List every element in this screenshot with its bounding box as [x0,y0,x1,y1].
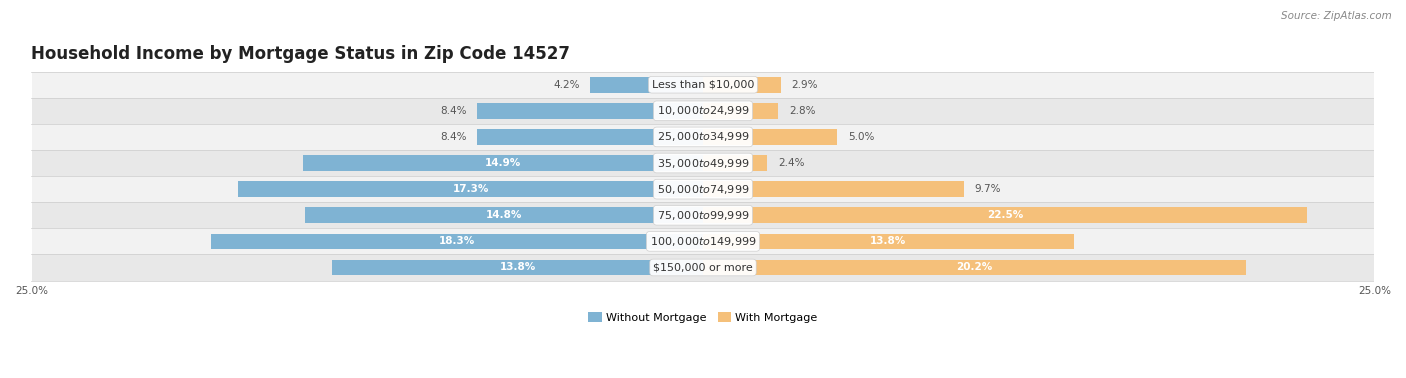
Bar [31,98,1375,124]
Bar [332,260,703,275]
Text: $25,000 to $34,999: $25,000 to $34,999 [657,130,749,143]
Text: 8.4%: 8.4% [440,132,467,142]
Bar [31,72,1375,98]
Text: 13.8%: 13.8% [499,262,536,273]
Bar [31,150,1375,176]
Text: Less than $10,000: Less than $10,000 [652,80,754,90]
Text: 2.4%: 2.4% [778,158,804,168]
Bar [703,181,963,197]
Text: 8.4%: 8.4% [440,106,467,116]
Text: 2.9%: 2.9% [792,80,818,90]
Text: $10,000 to $24,999: $10,000 to $24,999 [657,104,749,117]
Bar [703,77,780,93]
Text: $150,000 or more: $150,000 or more [654,262,752,273]
Bar [31,254,1375,280]
Bar [703,208,1308,223]
Text: 22.5%: 22.5% [987,210,1024,220]
Legend: Without Mortgage, With Mortgage: Without Mortgage, With Mortgage [588,312,818,323]
Bar [31,176,1375,202]
Text: Source: ZipAtlas.com: Source: ZipAtlas.com [1281,11,1392,21]
Text: 2.8%: 2.8% [789,106,815,116]
Text: 20.2%: 20.2% [956,262,993,273]
Bar [302,155,703,171]
Text: 18.3%: 18.3% [439,236,475,246]
Bar [478,129,703,145]
Bar [703,234,1074,249]
Text: 4.2%: 4.2% [553,80,579,90]
Bar [703,155,768,171]
Text: $100,000 to $149,999: $100,000 to $149,999 [650,235,756,248]
Text: 13.8%: 13.8% [870,236,907,246]
Bar [211,234,703,249]
Bar [31,228,1375,254]
Bar [305,208,703,223]
Bar [31,202,1375,228]
Text: 17.3%: 17.3% [453,184,489,194]
Text: 5.0%: 5.0% [848,132,875,142]
Bar [703,129,838,145]
Bar [703,260,1246,275]
Bar [31,124,1375,150]
Bar [703,103,778,119]
Bar [591,77,703,93]
Text: $35,000 to $49,999: $35,000 to $49,999 [657,156,749,170]
Bar [478,103,703,119]
Text: 14.9%: 14.9% [485,158,522,168]
Text: $75,000 to $99,999: $75,000 to $99,999 [657,209,749,222]
Text: $50,000 to $74,999: $50,000 to $74,999 [657,183,749,196]
Bar [239,181,703,197]
Text: 9.7%: 9.7% [974,184,1001,194]
Text: Household Income by Mortgage Status in Zip Code 14527: Household Income by Mortgage Status in Z… [31,45,571,63]
Text: 14.8%: 14.8% [486,210,523,220]
